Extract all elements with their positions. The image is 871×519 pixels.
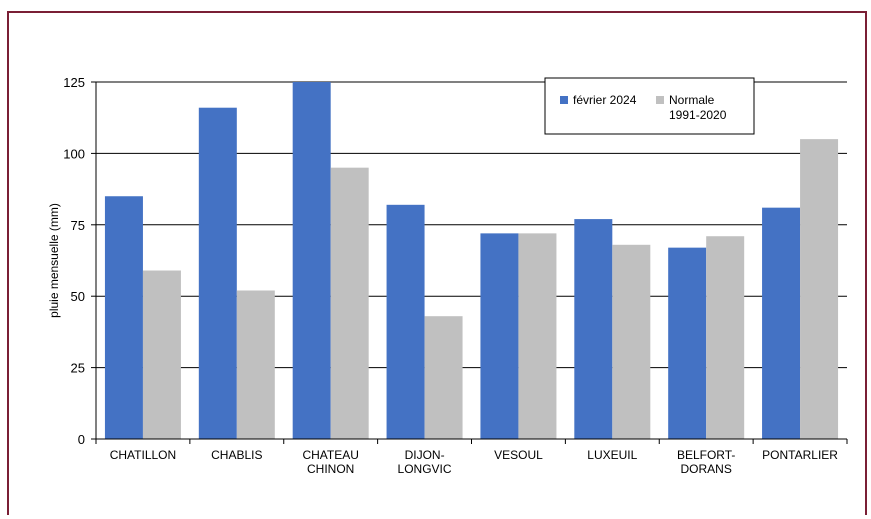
- x-tick-label: LONGVIC: [398, 462, 452, 476]
- y-tick-label: 75: [71, 218, 85, 233]
- legend-label: février 2024: [573, 93, 637, 107]
- bar: [612, 244, 651, 439]
- bar: [104, 196, 143, 439]
- legend-label: Normale: [669, 93, 715, 107]
- y-axis-label: pluie mensuelle (mm): [47, 203, 61, 318]
- bar: [574, 219, 613, 439]
- y-tick-label: 0: [78, 432, 85, 447]
- bar: [668, 247, 707, 439]
- y-tick-label: 100: [63, 146, 85, 161]
- x-tick-label: CHINON: [307, 462, 354, 476]
- bar: [330, 167, 369, 439]
- bar: [198, 107, 237, 439]
- bar: [480, 233, 519, 439]
- x-tick-label: CHABLIS: [211, 448, 262, 462]
- bar: [424, 316, 463, 439]
- y-tick-label: 25: [71, 361, 85, 376]
- bar: [518, 233, 557, 439]
- bar: [292, 82, 331, 439]
- legend-swatch: [560, 96, 568, 104]
- legend-label: 1991-2020: [669, 108, 727, 122]
- x-tick-label: LUXEUIL: [587, 448, 637, 462]
- x-tick-label: VESOUL: [494, 448, 543, 462]
- y-tick-label: 50: [71, 289, 85, 304]
- legend-box: [544, 77, 755, 135]
- x-tick-label: CHATEAU: [302, 448, 358, 462]
- x-tick-label: DORANS: [681, 462, 732, 476]
- bar: [386, 204, 425, 439]
- bar: [800, 139, 839, 439]
- x-tick-label: DIJON-: [405, 448, 445, 462]
- bar: [706, 236, 745, 439]
- bar: [236, 290, 275, 439]
- bar: [762, 207, 801, 439]
- x-tick-label: CHATILLON: [110, 448, 176, 462]
- y-tick-label: 125: [63, 75, 85, 90]
- legend-swatch: [656, 96, 664, 104]
- bar: [142, 270, 181, 439]
- x-tick-label: PONTARLIER: [762, 448, 838, 462]
- x-tick-label: BELFORT-: [677, 448, 735, 462]
